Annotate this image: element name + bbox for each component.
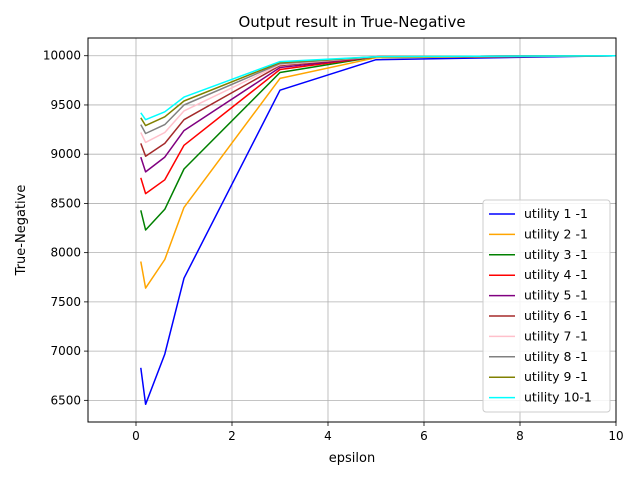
series-line-4: [140, 54, 617, 195]
y-tick-label: 9500: [50, 98, 81, 112]
x-axis-ticks: 0 2 4 6 8 10: [132, 422, 624, 443]
legend-label: utility 10-1: [524, 390, 592, 405]
x-tick-label: 6: [420, 429, 428, 443]
legend-label: utility 4 -1: [524, 267, 588, 282]
x-tick-label: 8: [516, 429, 524, 443]
series-line-8: [140, 54, 617, 135]
x-tick-label: 4: [324, 429, 332, 443]
chart-title: Output result in True-Negative: [238, 13, 465, 31]
series-line-1: [140, 54, 617, 406]
legend-label: utility 3 -1: [524, 247, 588, 262]
legend-label: utility 5 -1: [524, 288, 588, 303]
y-axis-label: True-Negative: [14, 185, 29, 277]
y-tick-label: 10000: [43, 49, 81, 63]
series-line-2: [140, 54, 617, 289]
plot-frame: [87, 37, 617, 423]
legend-label: utility 8 -1: [524, 349, 588, 364]
series-line-9: [140, 54, 617, 127]
y-tick-label: 8500: [50, 196, 81, 210]
x-tick-label: 10: [608, 429, 623, 443]
y-tick-label: 7000: [50, 344, 81, 358]
y-tick-label: 8000: [50, 246, 81, 260]
y-tick-label: 9000: [50, 147, 81, 161]
x-tick-label: 0: [132, 429, 140, 443]
y-tick-label: 6500: [50, 393, 81, 407]
legend-box: [482, 199, 611, 413]
legend-label: utility 9 -1: [524, 369, 588, 384]
legend-label: utility 6 -1: [524, 308, 588, 323]
legend: utility 1 -1 utility 2 -1 utility 3 -1 util…: [482, 199, 611, 413]
y-axis-ticks: 6500 7000 7500 8000 8500 9000 9500 10000: [43, 49, 88, 407]
legend-label: utility 1 -1: [524, 206, 588, 221]
x-axis-label: epsilon: [329, 451, 375, 466]
series-layer: [140, 54, 617, 406]
legend-label: utility 2 -1: [524, 226, 588, 241]
series-line-10: [140, 54, 617, 121]
x-tick-label: 2: [228, 429, 236, 443]
legend-label: utility 7 -1: [524, 328, 588, 343]
y-tick-label: 7500: [50, 295, 81, 309]
series-line-7: [140, 54, 617, 144]
